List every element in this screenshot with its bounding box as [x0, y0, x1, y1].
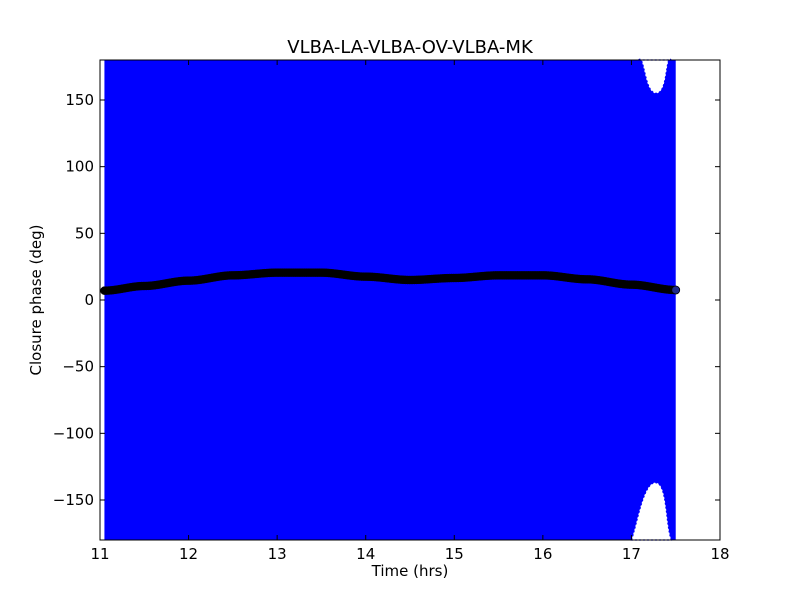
y-axis-label: Closure phase (deg): [27, 225, 45, 376]
x-tick-label: 15: [445, 545, 464, 563]
x-axis-label: Time (hrs): [371, 562, 449, 580]
x-tick-label: 12: [179, 545, 198, 563]
y-tick-label: 50: [75, 224, 94, 242]
y-tick-label: −50: [62, 358, 94, 376]
y-tick-label: 150: [65, 91, 94, 109]
model-point-end: [671, 285, 681, 295]
x-tick-label: 11: [90, 545, 109, 563]
errorbar-gap-bottom: [631, 482, 672, 540]
axes: 11 12 13 14 15 16 17 18 150 100 50 0 −50 −100 −150: [53, 59, 730, 563]
errorbar-gap-top-edge: [637, 58, 673, 94]
x-tick-label: 18: [710, 545, 729, 563]
y-tick-label: −100: [53, 424, 94, 442]
errorbar-gap-bottom-edge: [630, 482, 673, 541]
x-tick-label: 14: [356, 545, 375, 563]
y-tick-label: −150: [53, 491, 94, 509]
x-tick-label: 13: [268, 545, 287, 563]
errorbar-band: [104, 60, 676, 540]
x-tick-label: 16: [533, 545, 552, 563]
x-tick-label: 17: [622, 545, 641, 563]
y-tick-label: 100: [65, 158, 94, 176]
chart-title: VLBA-LA-VLBA-OV-VLBA-MK: [287, 37, 534, 58]
y-tick-label: 0: [84, 291, 94, 309]
plot-area: [100, 58, 681, 541]
